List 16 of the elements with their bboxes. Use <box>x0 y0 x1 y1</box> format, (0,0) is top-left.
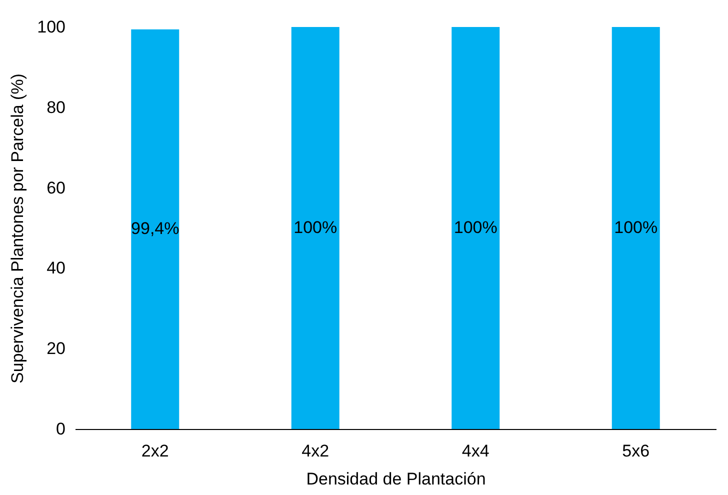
y-tick-label: 100 <box>37 18 66 36</box>
x-tick-label: 5x6 <box>622 442 650 460</box>
data-label: 99,4% <box>131 219 180 238</box>
x-tick-label: 4x4 <box>462 442 490 460</box>
data-label: 100% <box>294 218 338 237</box>
data-label: 100% <box>614 218 658 237</box>
x-tick-label: 4x2 <box>302 442 330 460</box>
y-tick-label: 80 <box>46 98 66 117</box>
y-tick-label: 40 <box>46 258 66 278</box>
x-tick-label: 2x2 <box>141 442 169 460</box>
x-axis-title: Densidad de Plantación <box>306 470 486 488</box>
y-tick-label: 20 <box>46 339 66 358</box>
y-tick-label: 0 <box>56 420 66 438</box>
y-tick-label: 60 <box>46 178 66 198</box>
y-axis-title: Supervivencia Plantones por Parcela (%) <box>8 74 28 384</box>
data-label: 100% <box>454 218 498 237</box>
